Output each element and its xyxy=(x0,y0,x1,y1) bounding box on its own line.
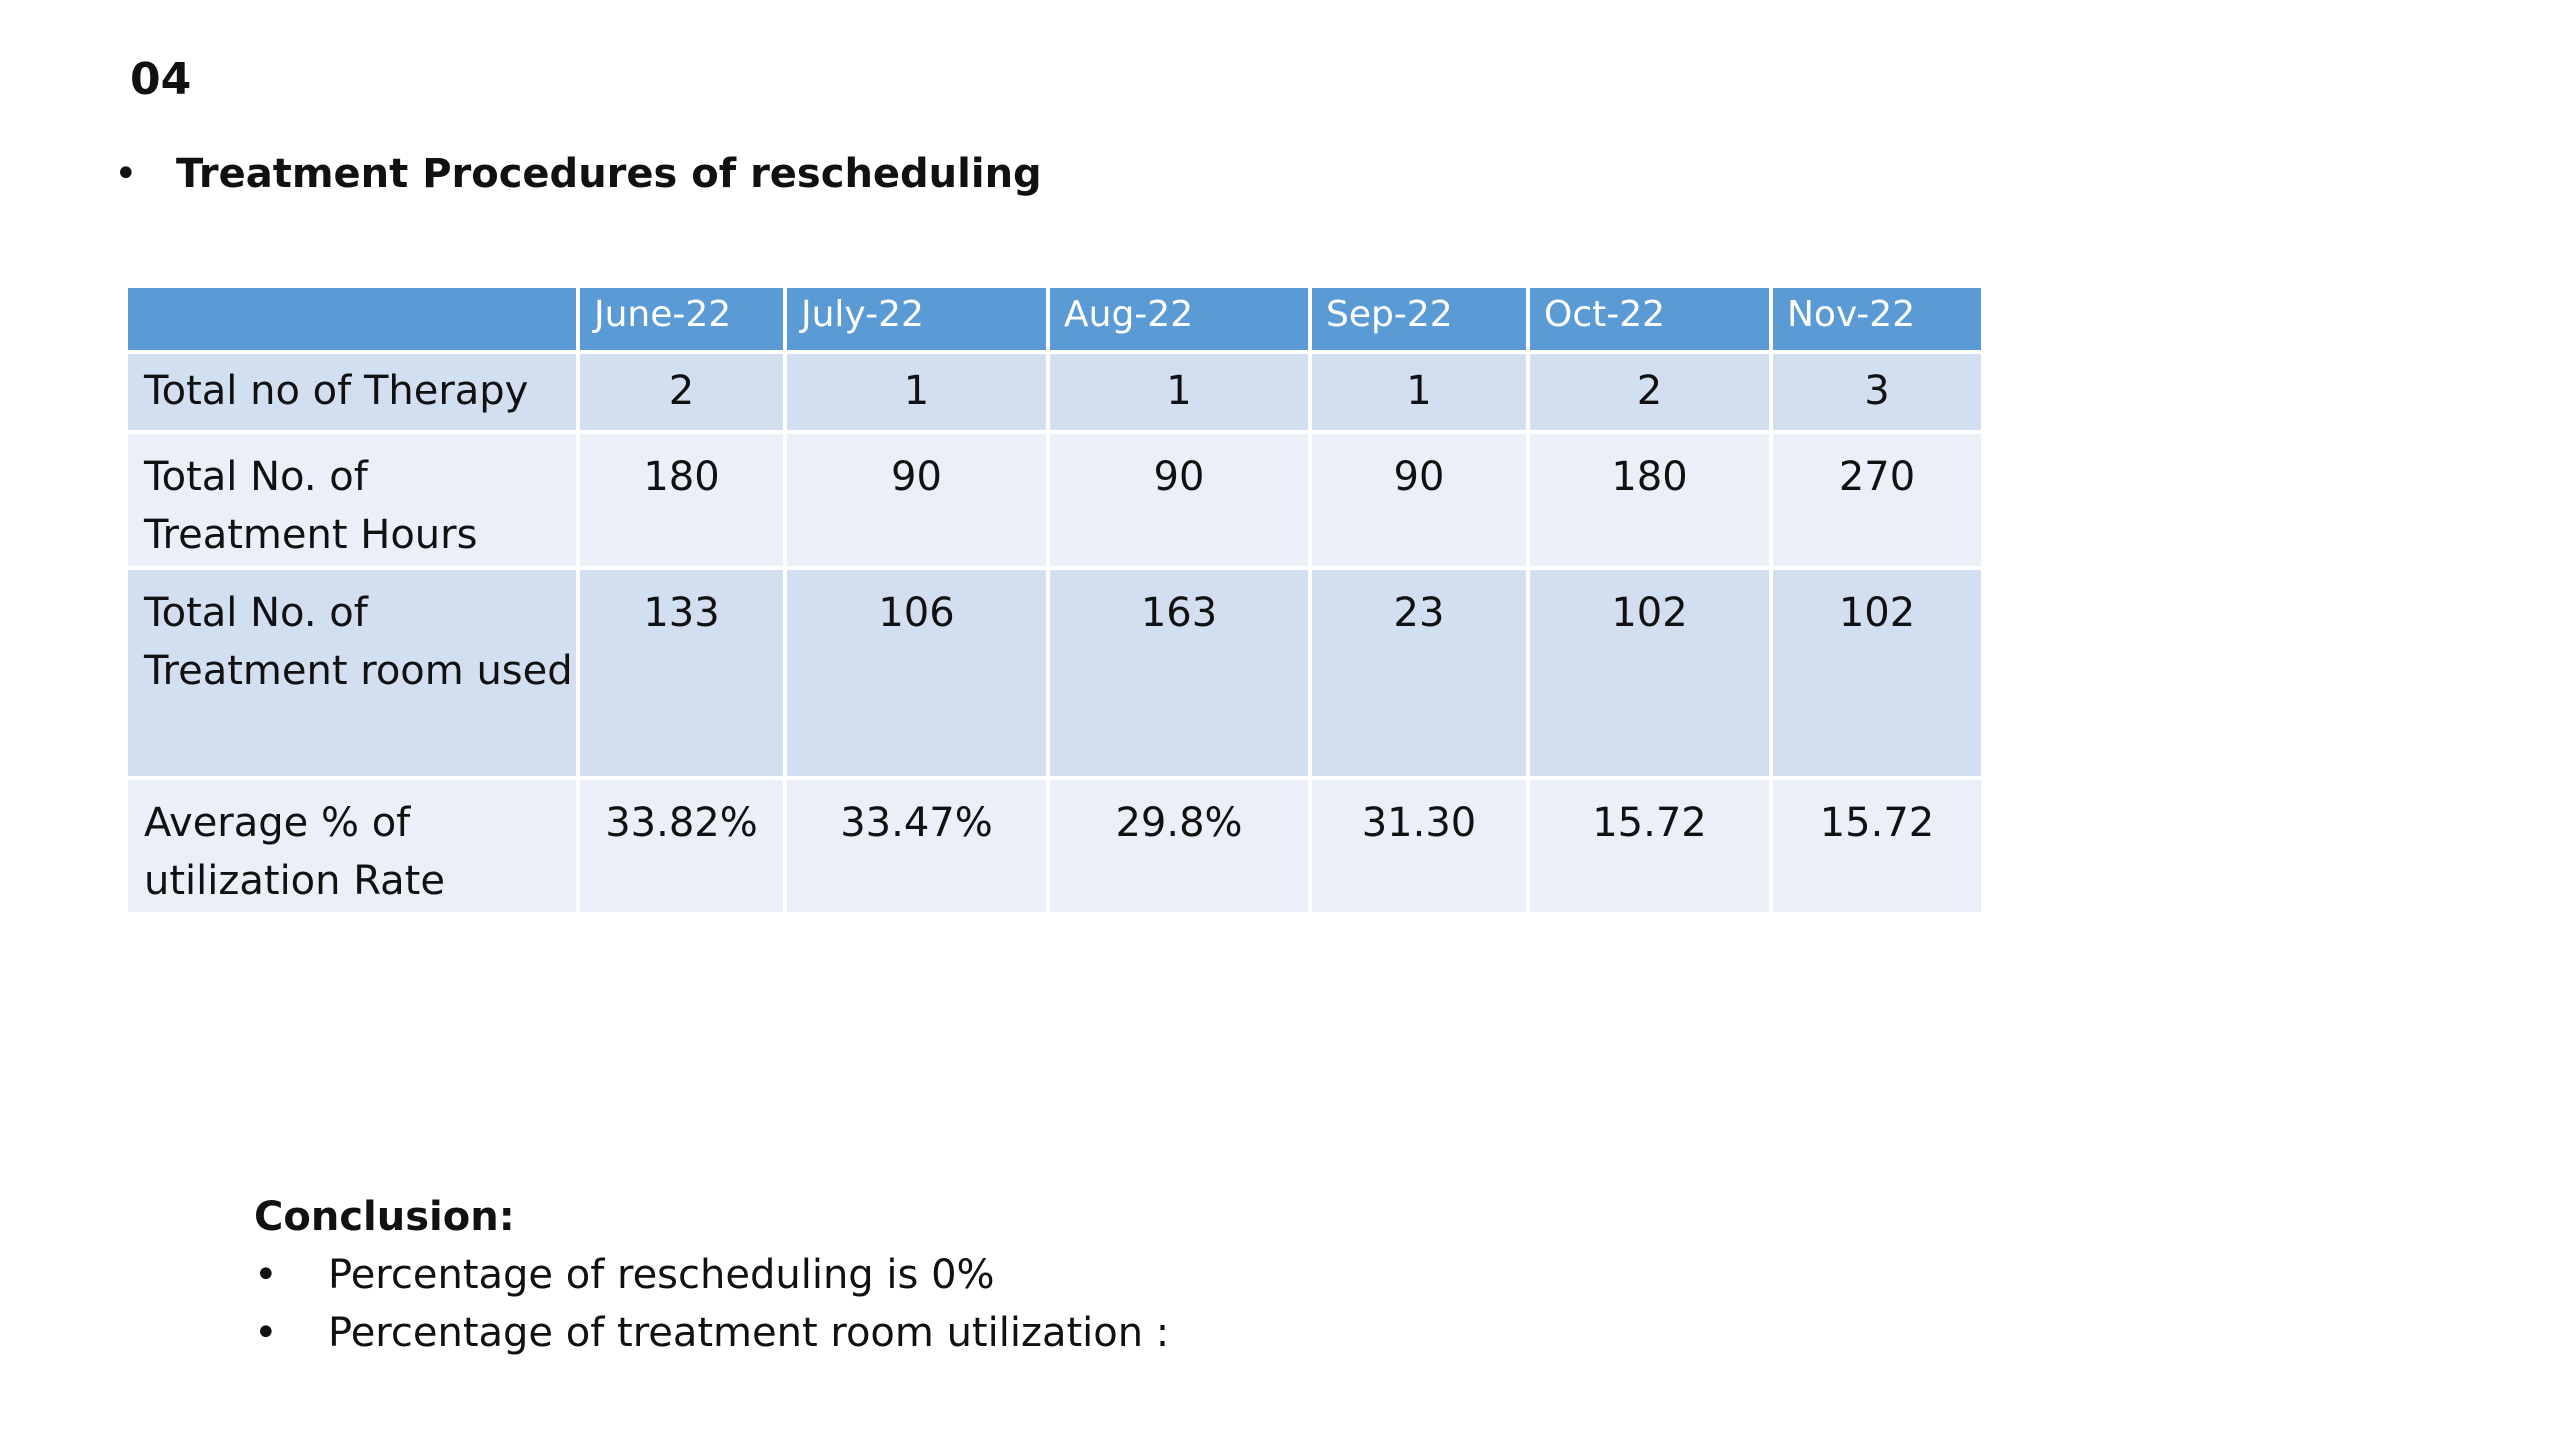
table-cell: 180 xyxy=(1526,430,1773,570)
bullet-marker: • xyxy=(254,1252,278,1298)
conclusion-item-text: Percentage of treatment room utilization… xyxy=(328,1310,1170,1356)
slide-heading: • Treatment Procedures of rescheduling xyxy=(114,154,1042,194)
conclusion-list: • Percentage of rescheduling is 0% • Per… xyxy=(254,1246,1169,1362)
table-cell: 1 xyxy=(1046,350,1312,434)
column-header: Sep-22 xyxy=(1308,284,1530,354)
header-corner-cell xyxy=(124,284,580,354)
conclusion-item-text: Percentage of rescheduling is 0% xyxy=(328,1252,995,1298)
table-cell: 3 xyxy=(1769,350,1985,434)
table-cell: 102 xyxy=(1526,566,1773,780)
column-header: Aug-22 xyxy=(1046,284,1312,354)
table-cell: 33.47% xyxy=(783,776,1050,916)
table-cell: 180 xyxy=(576,430,787,570)
conclusion-title: Conclusion: xyxy=(254,1194,515,1240)
table-cell: 15.72 xyxy=(1769,776,1985,916)
table-cell: 33.82% xyxy=(576,776,787,916)
slide-number: 04 xyxy=(130,54,192,105)
list-item: • Percentage of rescheduling is 0% xyxy=(254,1246,1169,1304)
table-cell: 23 xyxy=(1308,566,1530,780)
row-label: Total no of Therapy xyxy=(124,350,580,434)
table-cell: 270 xyxy=(1769,430,1985,570)
heading-bullet: • xyxy=(114,151,138,197)
table-cell: 31.30 xyxy=(1308,776,1530,916)
table-row: Total no of Therapy 2 1 1 1 2 3 xyxy=(124,350,1985,434)
table-cell: 2 xyxy=(576,350,787,434)
table-cell: 2 xyxy=(1526,350,1773,434)
column-header: June-22 xyxy=(576,284,787,354)
table-cell: 1 xyxy=(783,350,1050,434)
column-header: Oct-22 xyxy=(1526,284,1773,354)
table-cell: 90 xyxy=(783,430,1050,570)
table-cell: 1 xyxy=(1308,350,1530,434)
column-header: Nov-22 xyxy=(1769,284,1985,354)
row-label: Total No. of Treatment Hours xyxy=(124,430,580,570)
table-cell: 29.8% xyxy=(1046,776,1312,916)
table-cell: 15.72 xyxy=(1526,776,1773,916)
table-cell: 163 xyxy=(1046,566,1312,780)
heading-text: Treatment Procedures of rescheduling xyxy=(176,151,1042,197)
conclusion-section: Conclusion: • Percentage of rescheduling… xyxy=(254,1188,1169,1362)
table-header-row: June-22 July-22 Aug-22 Sep-22 Oct-22 Nov… xyxy=(124,284,1985,354)
utilization-table: June-22 July-22 Aug-22 Sep-22 Oct-22 Nov… xyxy=(124,284,1985,916)
table-row: Total No. of Treatment room used 133 106… xyxy=(124,566,1985,780)
row-label: Average % of utilization Rate xyxy=(124,776,580,916)
row-label: Total No. of Treatment room used xyxy=(124,566,580,780)
table-cell: 102 xyxy=(1769,566,1985,780)
list-item: • Percentage of treatment room utilizati… xyxy=(254,1304,1169,1362)
table-cell: 90 xyxy=(1046,430,1312,570)
table-cell: 90 xyxy=(1308,430,1530,570)
table-row: Total No. of Treatment Hours 180 90 90 9… xyxy=(124,430,1985,570)
table-cell: 133 xyxy=(576,566,787,780)
table-row: Average % of utilization Rate 33.82% 33.… xyxy=(124,776,1985,916)
table-cell: 106 xyxy=(783,566,1050,780)
column-header: July-22 xyxy=(783,284,1050,354)
bullet-marker: • xyxy=(254,1310,278,1356)
